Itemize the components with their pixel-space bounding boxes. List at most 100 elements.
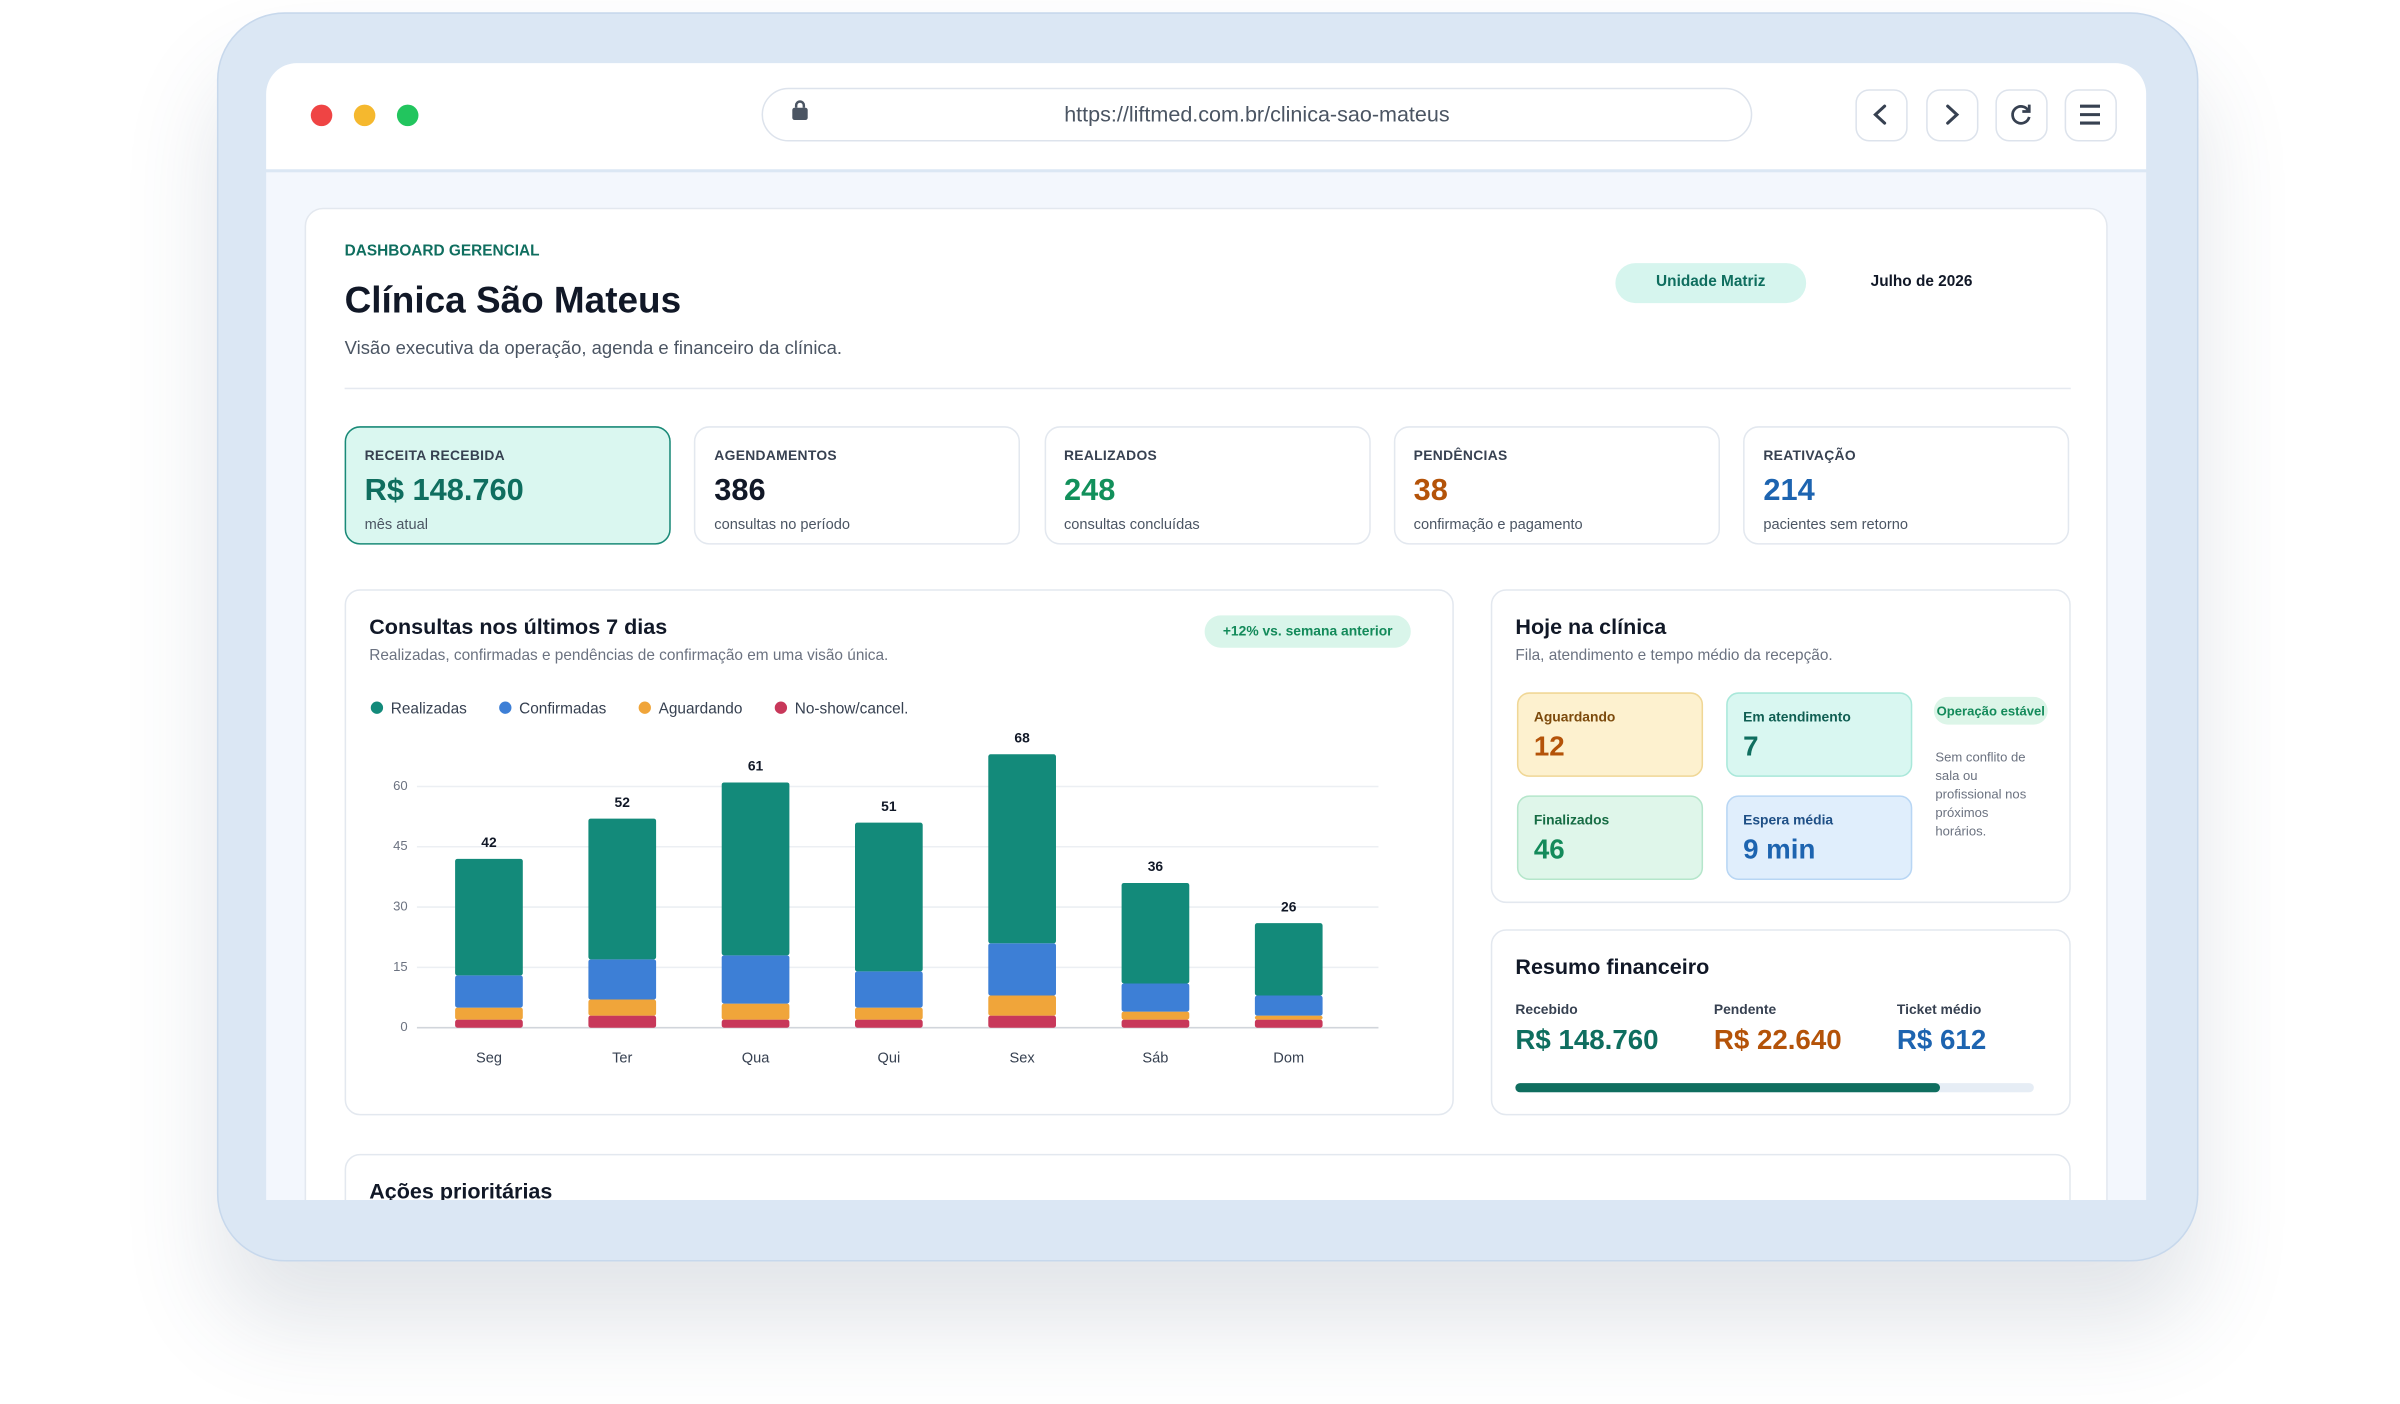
kpi-card: REATIVAÇÃO 214 pacientes sem retorno bbox=[1743, 426, 2070, 545]
bar-segment bbox=[855, 971, 923, 1008]
bar-segment bbox=[988, 995, 1056, 1016]
tile: Espera média 9 min bbox=[1726, 795, 1913, 881]
kpi-value: 214 bbox=[1763, 473, 1815, 508]
tile-value: 7 bbox=[1743, 730, 1759, 762]
bar-segment bbox=[588, 1015, 657, 1028]
kpi-label: AGENDAMENTOS bbox=[714, 447, 837, 464]
tile: Aguardando 12 bbox=[1516, 692, 1704, 777]
kpi-label: RECEITA RECEBIDA bbox=[364, 447, 505, 464]
kpi-card: RECEITA RECEBIDA R$ 148.760 mês atual bbox=[344, 426, 671, 545]
kpi-note: pacientes sem retorno bbox=[1763, 516, 1908, 534]
page-subtitle: Visão executiva da operação, agenda e fi… bbox=[344, 336, 843, 359]
kpi-note: consultas no período bbox=[714, 516, 851, 534]
bar-segment bbox=[1254, 923, 1323, 996]
browser-bar bbox=[266, 63, 2147, 170]
bar-segment bbox=[588, 959, 657, 1000]
bar-segment bbox=[721, 1019, 790, 1028]
legend-swatch bbox=[370, 701, 384, 714]
legend-swatch bbox=[638, 701, 651, 714]
unit: Unidade Matriz bbox=[1656, 273, 1766, 291]
unit-pill[interactable]: Unidade Matriz bbox=[1615, 263, 1807, 304]
address-bar[interactable]: https://liftmed.com.br/clinica-sao-mateu… bbox=[761, 87, 1753, 142]
x-tick-label: Sáb bbox=[1142, 1050, 1168, 1066]
back-button[interactable] bbox=[1855, 89, 1908, 142]
status-pill: Operação estável bbox=[1933, 696, 2048, 725]
url: https://liftmed.com.br/clinica-sao-mateu… bbox=[1064, 101, 1450, 127]
y-tick-label: 45 bbox=[393, 838, 408, 853]
actions-card: Ações prioritárias bbox=[344, 1153, 2071, 1201]
menu-button[interactable] bbox=[2064, 89, 2117, 142]
y-tick-label: 60 bbox=[393, 778, 408, 793]
bar-segment bbox=[1254, 1019, 1323, 1028]
y-tick-label: 0 bbox=[400, 1019, 407, 1034]
bar-segment bbox=[1121, 1011, 1190, 1020]
reload-button[interactable] bbox=[1995, 89, 2048, 142]
bar-segment bbox=[988, 1015, 1056, 1028]
close-dot[interactable] bbox=[310, 104, 333, 127]
bar-total-label: 26 bbox=[1281, 898, 1297, 914]
progress-fill bbox=[1515, 1083, 1941, 1093]
tile-label: Finalizados bbox=[1533, 812, 1610, 828]
x-tick-label: Dom bbox=[1273, 1050, 1304, 1066]
minimize-dot[interactable] bbox=[353, 104, 376, 127]
kpi-card: AGENDAMENTOS 386 consultas no período bbox=[694, 426, 1021, 545]
page-title: Clínica São Mateus bbox=[344, 280, 682, 322]
finance-title: Resumo financeiro bbox=[1515, 953, 1710, 979]
period-pill[interactable]: Julho de 2026 bbox=[1826, 263, 2017, 303]
kpi-value: 386 bbox=[714, 473, 766, 508]
y-tick-label: 30 bbox=[393, 899, 408, 914]
bar-segment bbox=[588, 999, 657, 1016]
legend-label: Realizadas bbox=[391, 700, 467, 717]
bar-total-label: 36 bbox=[1148, 858, 1164, 874]
bar-total-label: 52 bbox=[615, 794, 631, 810]
tile-value: 46 bbox=[1533, 833, 1565, 865]
bar-segment bbox=[455, 975, 523, 1008]
period: Julho de 2026 bbox=[1870, 273, 1973, 291]
progress-track bbox=[1515, 1083, 2034, 1093]
bar-segment bbox=[721, 1003, 790, 1020]
finance-label: Ticket médio bbox=[1896, 1001, 1982, 1017]
bar-total-label: 61 bbox=[748, 758, 764, 774]
bar-segment bbox=[988, 754, 1056, 944]
tile-label: Aguardando bbox=[1533, 709, 1616, 725]
tile-value: 9 min bbox=[1743, 833, 1816, 865]
kpi-label: REALIZADOS bbox=[1063, 447, 1158, 464]
legend-label: Confirmadas bbox=[519, 700, 606, 717]
tile: Em atendimento 7 bbox=[1726, 692, 1913, 777]
bar-segment bbox=[455, 1007, 523, 1020]
bar-segment bbox=[1121, 983, 1190, 1012]
bar-segment bbox=[855, 1019, 923, 1028]
finance-label: Recebido bbox=[1515, 1001, 1578, 1017]
kpi-card: REALIZADOS 248 consultas concluídas bbox=[1043, 426, 1371, 545]
finance-card: Resumo financeiro Recebido Pendente Tick… bbox=[1490, 929, 2071, 1116]
x-tick-label: Qua bbox=[742, 1050, 770, 1066]
divider bbox=[344, 387, 2071, 390]
tile-label: Espera média bbox=[1743, 812, 1834, 828]
bar-segment bbox=[1254, 1015, 1323, 1020]
finance-value: R$ 22.640 bbox=[1713, 1024, 1842, 1056]
kpi-note: consultas concluídas bbox=[1063, 516, 1200, 534]
bar-segment bbox=[588, 818, 657, 960]
today-subtitle: Fila, atendimento e tempo médio da recep… bbox=[1515, 647, 1833, 665]
kpi-value: R$ 148.760 bbox=[364, 473, 524, 508]
legend-label: Aguardando bbox=[659, 700, 743, 717]
bar-segment bbox=[988, 943, 1056, 996]
today-card: Hoje na clínica Fila, atendimento e temp… bbox=[1490, 589, 2071, 904]
bar-segment bbox=[855, 1007, 923, 1020]
bar-segment bbox=[721, 782, 790, 956]
kpi-note: confirmação e pagamento bbox=[1413, 516, 1583, 534]
bar-total-label: 51 bbox=[881, 798, 897, 814]
chart-subtitle: Realizadas, confirmadas e pendências de … bbox=[369, 647, 889, 665]
tile: Finalizados 46 bbox=[1516, 795, 1704, 881]
tile-value: 12 bbox=[1533, 730, 1565, 762]
bar-segment bbox=[455, 858, 523, 976]
status-note: Sem conflito de sala ou profissional nos… bbox=[1935, 749, 2027, 839]
lock-icon bbox=[792, 100, 808, 121]
y-tick-label: 15 bbox=[393, 959, 408, 974]
x-tick-label: Qui bbox=[877, 1050, 900, 1066]
finance-label: Pendente bbox=[1713, 1001, 1777, 1017]
forward-button[interactable] bbox=[1926, 89, 1979, 142]
maximize-dot[interactable] bbox=[396, 104, 419, 127]
